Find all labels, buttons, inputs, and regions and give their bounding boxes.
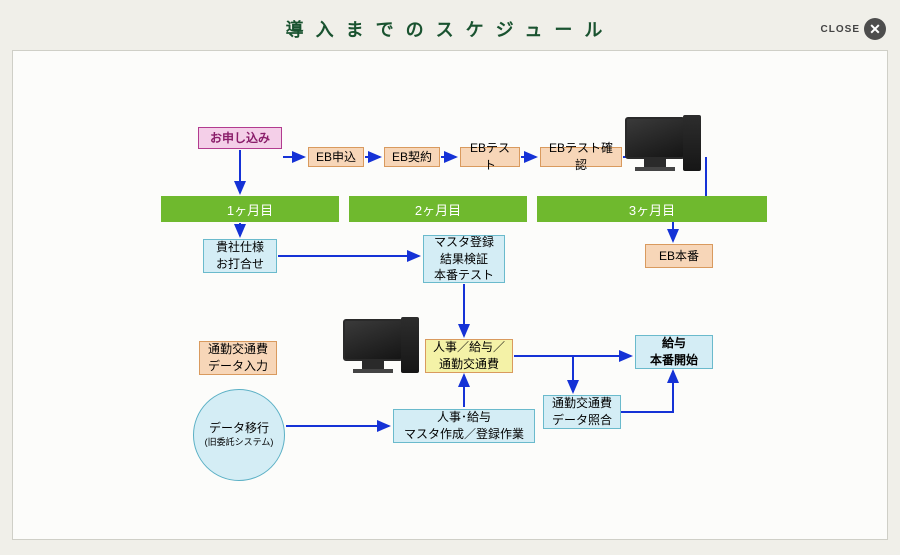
node-hr_payroll: 人事／給与／ 通勤交通費 [425, 339, 513, 373]
month-bar: 2ヶ月目 [349, 196, 527, 222]
close-label: CLOSE [821, 24, 860, 35]
arrow-layer [13, 51, 889, 541]
node-eb_test: EBテスト [460, 147, 520, 167]
close-button[interactable]: CLOSE ✕ [821, 18, 886, 40]
node-data_migration: データ移行(旧委託システム) [193, 389, 285, 481]
node-eb_apply: EB申込 [308, 147, 364, 167]
node-eb_contract: EB契約 [384, 147, 440, 167]
month-bar: 3ヶ月目 [537, 196, 767, 222]
computer-icon [343, 319, 403, 373]
node-spec_meeting: 貴社仕様 お打合せ [203, 239, 277, 273]
node-commute_check: 通勤交通費 データ照合 [543, 395, 621, 429]
node-commute_input: 通勤交通費 データ入力 [199, 341, 277, 375]
page-title: 導入までのスケジュール [0, 0, 900, 54]
node-eb_test_confirm: EBテスト確認 [540, 147, 622, 167]
schedule-panel: 1ヶ月目 2ヶ月目 3ヶ月目 お申し込み EB申込 EB契約 EBテスト EBテスト確認貴社仕… [12, 50, 888, 540]
node-apply: お申し込み [198, 127, 282, 149]
close-icon: ✕ [864, 18, 886, 40]
node-eb_prod: EB本番 [645, 244, 713, 268]
computer-icon [625, 117, 685, 171]
month-bar: 1ヶ月目 [161, 196, 339, 222]
node-payroll_start: 給与 本番開始 [635, 335, 713, 369]
node-master_reg: マスタ登録 結果検証 本番テスト [423, 235, 505, 283]
node-hr_master: 人事･給与 マスタ作成／登録作業 [393, 409, 535, 443]
